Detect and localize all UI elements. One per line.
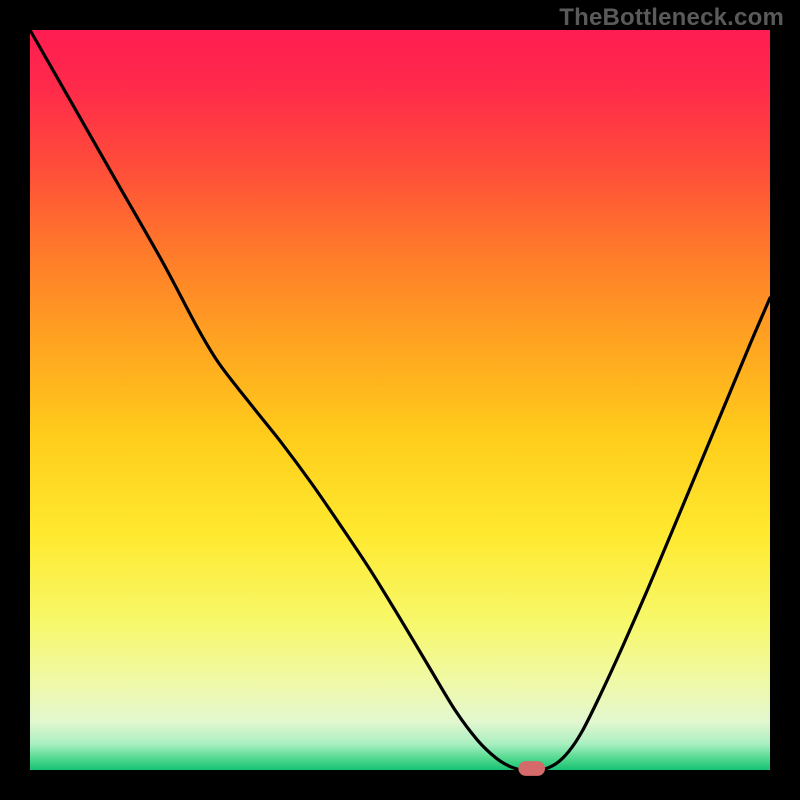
optimum-marker xyxy=(518,761,545,776)
plot-background xyxy=(30,30,770,770)
watermark-text: TheBottleneck.com xyxy=(559,4,784,32)
bottleneck-chart xyxy=(0,0,800,800)
chart-frame: TheBottleneck.com xyxy=(0,0,800,800)
